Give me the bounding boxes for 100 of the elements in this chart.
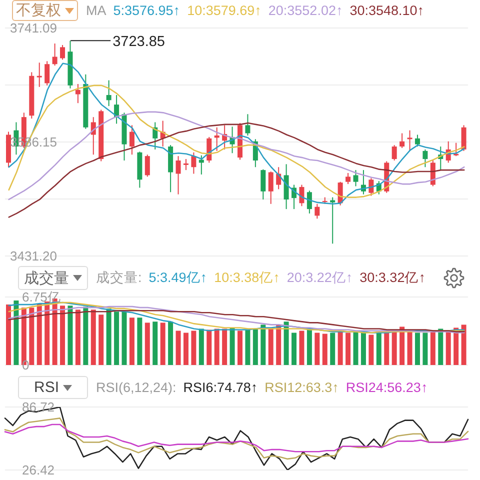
legend-title: MA: [86, 3, 106, 18]
bar: [376, 332, 382, 365]
bar: [245, 330, 250, 365]
bar: [114, 312, 120, 365]
bar: [44, 302, 50, 365]
bar: [160, 322, 166, 365]
candlestick: [392, 144, 397, 161]
candlestick: [214, 126, 220, 152]
candlestick: [353, 170, 358, 187]
candlestick: [129, 124, 134, 156]
y-tick-label: 3741.09: [10, 20, 57, 36]
candlestick: [422, 148, 428, 168]
bar: [322, 334, 328, 365]
candlestick: [36, 62, 42, 88]
bar: [306, 328, 312, 365]
bar: [122, 312, 127, 365]
candlestick: [306, 190, 312, 214]
bar: [230, 328, 235, 365]
bar: [346, 332, 351, 365]
y-tick-label: 3431.20: [10, 248, 57, 264]
bar: [238, 330, 242, 365]
bar: [314, 332, 320, 365]
bar: [60, 306, 66, 365]
y-tick-label: 6.75亿: [22, 290, 60, 305]
candlestick: [454, 142, 459, 157]
bar: [292, 332, 297, 365]
bar: [36, 304, 42, 365]
bar: [260, 324, 266, 365]
line-series: [8, 310, 465, 332]
candlestick: [414, 134, 420, 148]
candlestick: [106, 80, 112, 107]
bar: [299, 330, 304, 365]
y-tick-label: 26.42: [22, 462, 55, 478]
bar: [338, 330, 343, 365]
bar: [75, 310, 80, 365]
candlestick: [330, 196, 336, 244]
candlestick: [260, 168, 266, 200]
bar: [29, 308, 34, 365]
text: RSI24:56.23↑: [346, 380, 428, 395]
bar: [98, 314, 104, 365]
candlestick: [407, 130, 412, 152]
bar: [137, 318, 142, 365]
candlestick: [52, 43, 58, 66]
bar: [384, 332, 390, 365]
candlestick: [60, 44, 66, 60]
bar: [368, 334, 374, 365]
bar: [330, 332, 336, 365]
candlestick: [144, 154, 150, 178]
bar: [198, 328, 204, 365]
text: 20:3.22亿↑: [286, 269, 353, 287]
line-series: [8, 122, 465, 218]
candlestick: [191, 152, 196, 174]
bar: [268, 328, 274, 365]
legend-title: 成交量:: [96, 269, 142, 287]
text: 10:3579.69↑: [187, 3, 262, 18]
bar: [168, 322, 174, 365]
annotation: 3723.85: [112, 34, 166, 50]
text: RSI12:63.3↑: [264, 380, 339, 395]
dropdown: 成交量: [18, 266, 88, 290]
text: 5:3576.95↑: [113, 3, 180, 18]
candlestick: [461, 124, 466, 152]
bar: [83, 306, 88, 365]
bar: [106, 308, 112, 365]
candlestick: [176, 156, 181, 195]
bar: [90, 310, 96, 365]
text: 30:3548.10↑: [350, 3, 424, 18]
candlestick: [346, 172, 351, 185]
bar: [6, 304, 11, 365]
bar: [129, 318, 134, 365]
text: 5:3.49亿↑: [148, 269, 208, 287]
bar: [222, 328, 228, 365]
bar: [407, 330, 412, 365]
dropdown: RSI: [18, 376, 88, 399]
candlestick: [268, 171, 274, 204]
bar: [284, 322, 289, 365]
bar: [191, 330, 196, 365]
bar: [152, 322, 158, 365]
bar: [176, 330, 181, 365]
bar: [183, 332, 188, 365]
line-series: [4, 418, 469, 460]
legend-title: RSI(6,12,24):: [96, 380, 176, 395]
candlestick: [245, 114, 250, 136]
text: 20:3552.02↑: [268, 3, 343, 18]
bar: [392, 330, 397, 365]
dropdown: 不复权: [12, 0, 78, 21]
bar: [68, 306, 73, 365]
text: 10:3.38亿↑: [214, 269, 280, 287]
bar: [144, 322, 150, 365]
bar: [422, 332, 428, 365]
candlestick: [314, 203, 320, 220]
candlestick: [276, 166, 282, 190]
bar: [214, 328, 220, 365]
line-series: [4, 424, 469, 452]
bar: [438, 328, 444, 365]
candlestick: [183, 158, 188, 171]
bar: [206, 330, 212, 365]
candlestick: [44, 60, 50, 86]
text: 30:3.32亿↑: [360, 269, 426, 287]
bar: [414, 332, 420, 365]
bar: [446, 330, 451, 365]
